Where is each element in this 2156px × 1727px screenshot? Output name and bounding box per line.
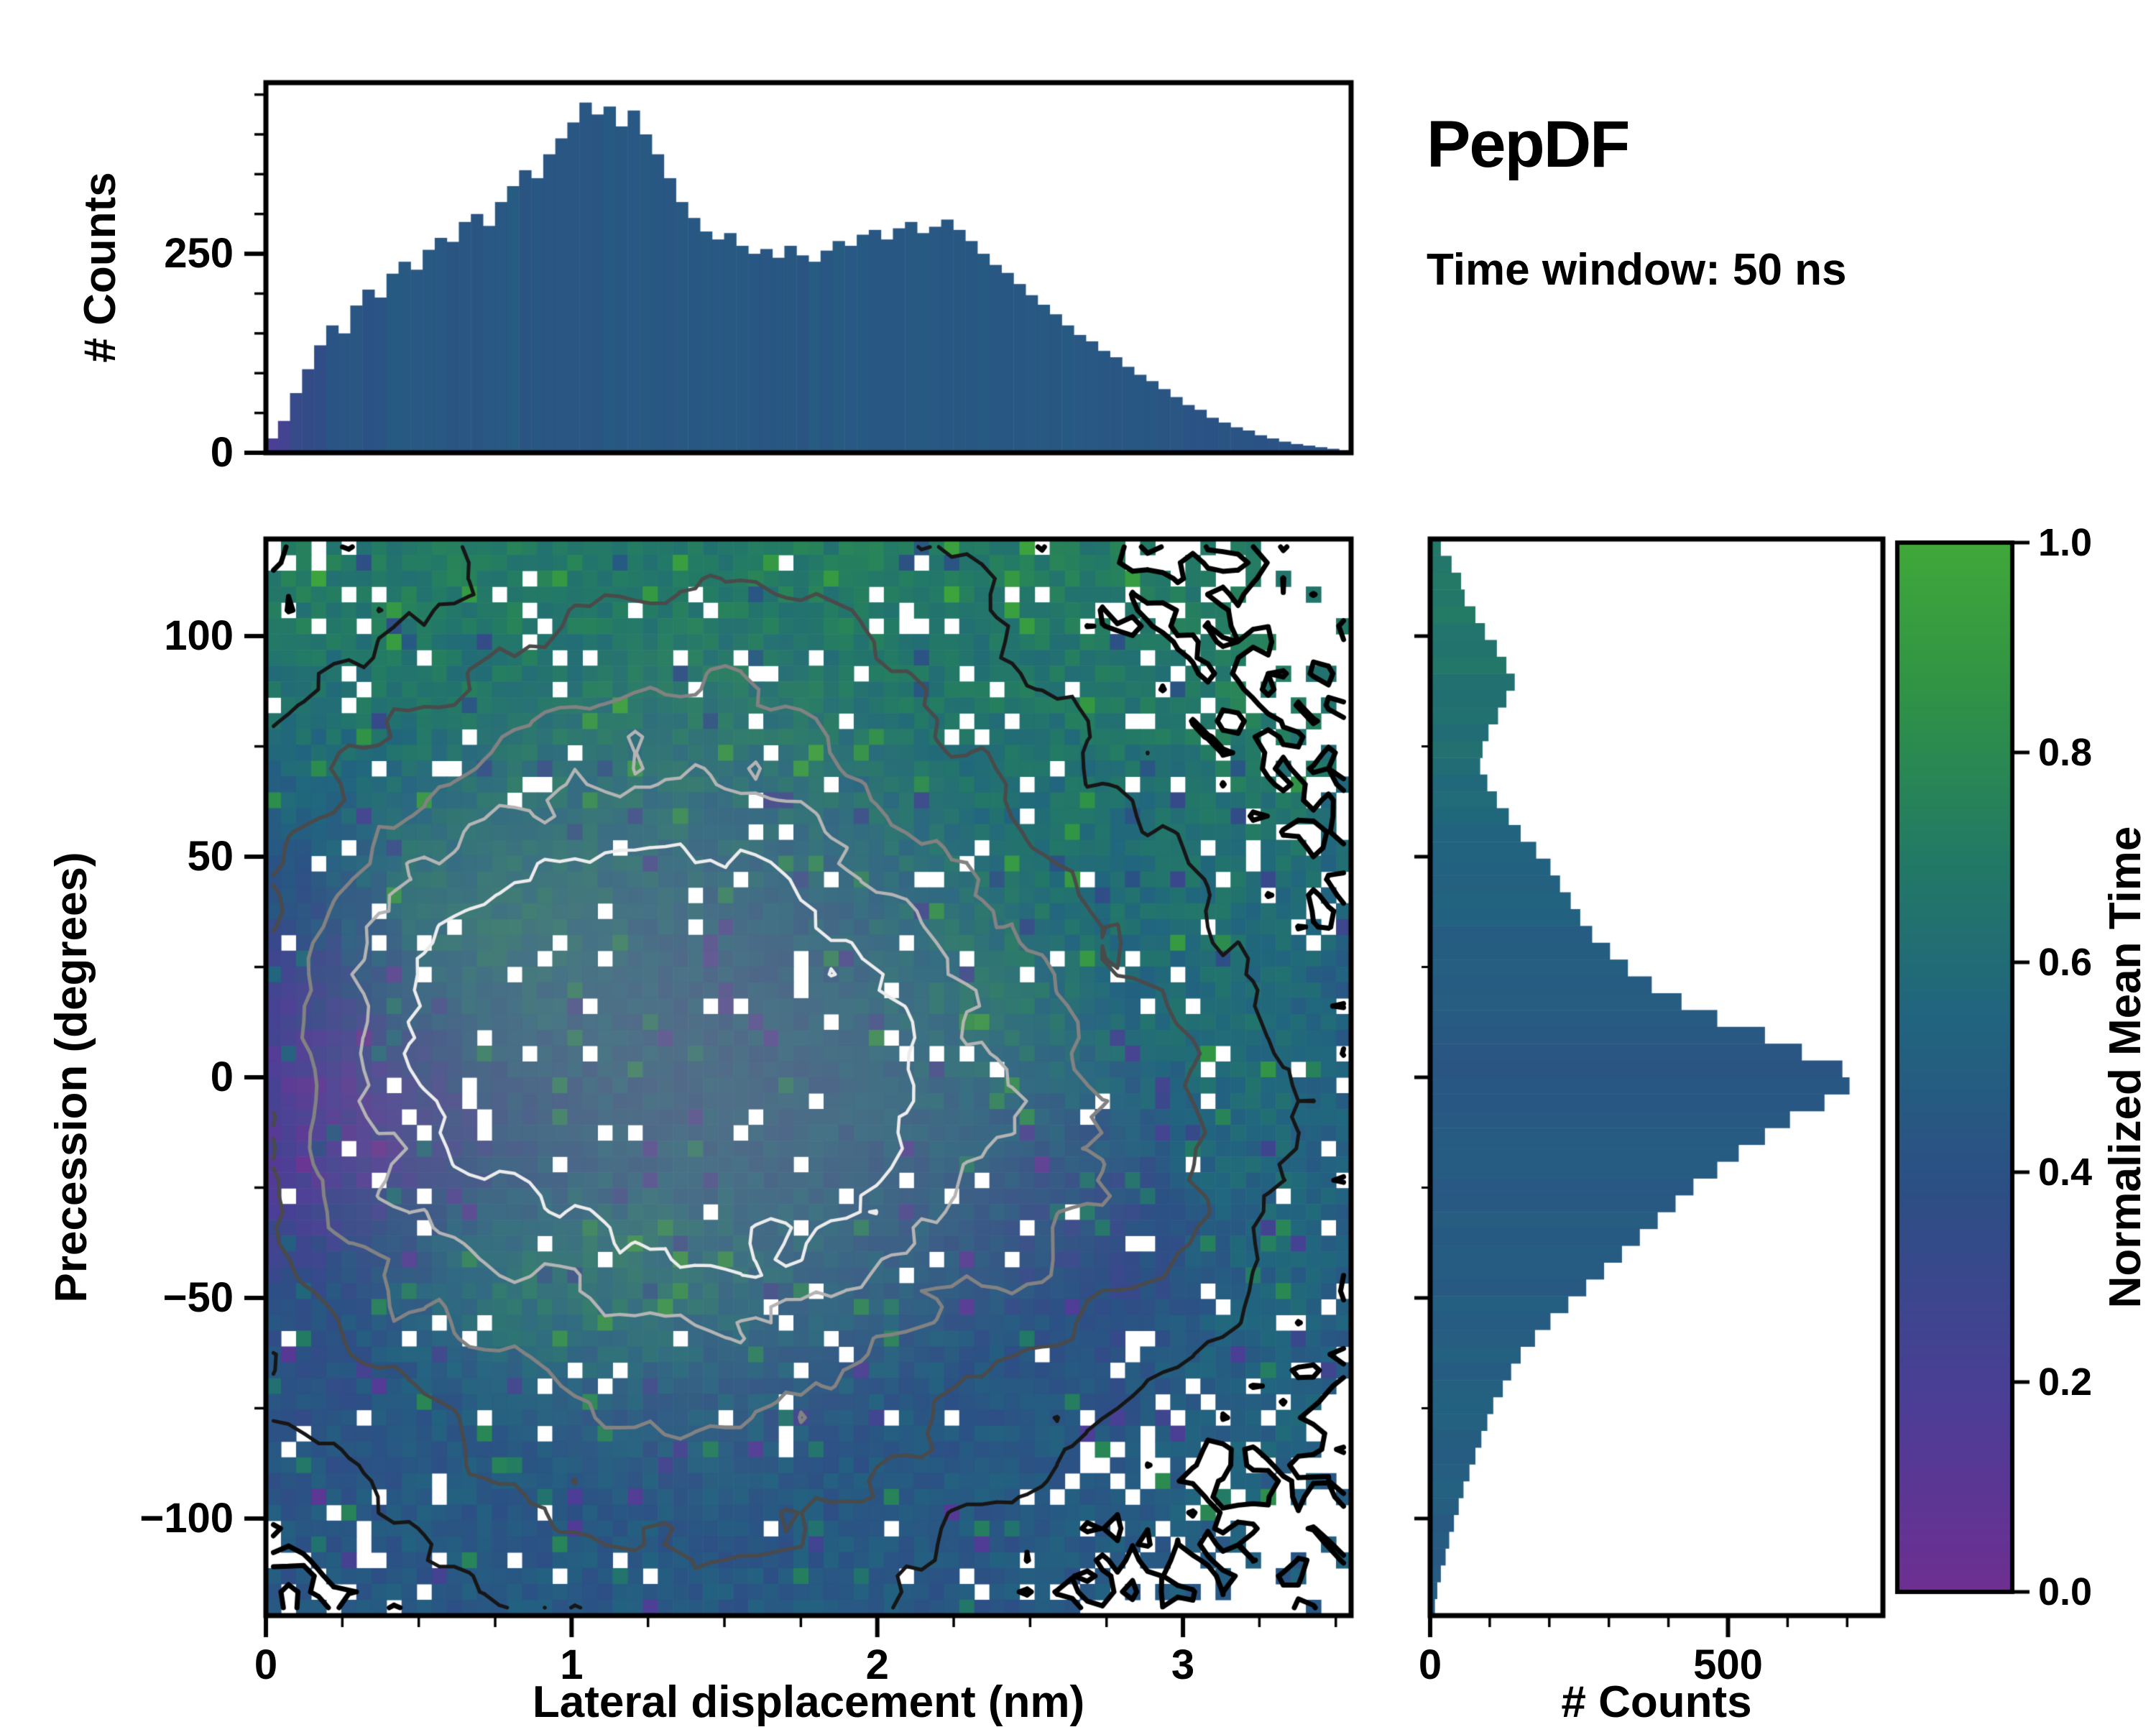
tick-label: 0.8 xyxy=(2038,731,2093,774)
tick-label: 0.0 xyxy=(2038,1570,2093,1613)
tick-label: 50 xyxy=(187,833,234,880)
figure-title: PepDF xyxy=(1427,108,1630,181)
main-ylabel: Precession (degrees) xyxy=(47,852,96,1303)
tick-label: 0.6 xyxy=(2038,941,2093,984)
tick-label: 0 xyxy=(210,1054,234,1100)
tick-label: 1 xyxy=(560,1641,584,1688)
tick-label: 0.4 xyxy=(2038,1151,2093,1194)
tick-label: 0 xyxy=(254,1641,278,1688)
tick-label: −100 xyxy=(139,1494,234,1542)
tick-label: 2 xyxy=(865,1641,889,1688)
tick-label: 1.0 xyxy=(2038,521,2093,564)
tick-label: 0 xyxy=(210,429,234,476)
tick-label: 500 xyxy=(1693,1641,1763,1688)
tick-label: 3 xyxy=(1171,1641,1195,1688)
figure-subtitle: Time window: 50 ns xyxy=(1427,245,1847,295)
tick-label: 0.2 xyxy=(2038,1360,2093,1404)
tick-label: 0 xyxy=(1418,1641,1442,1688)
tick-label: −50 xyxy=(162,1274,234,1321)
right-hist-xlabel: # Counts xyxy=(1561,1677,1752,1727)
tick-label: 250 xyxy=(164,230,234,277)
main-xlabel: Lateral displacement (nm) xyxy=(532,1677,1085,1727)
top-hist-ylabel: # Counts xyxy=(75,172,125,363)
tick-label: 100 xyxy=(164,612,234,660)
colorbar-label: Normalized Mean Time xyxy=(2101,826,2150,1309)
